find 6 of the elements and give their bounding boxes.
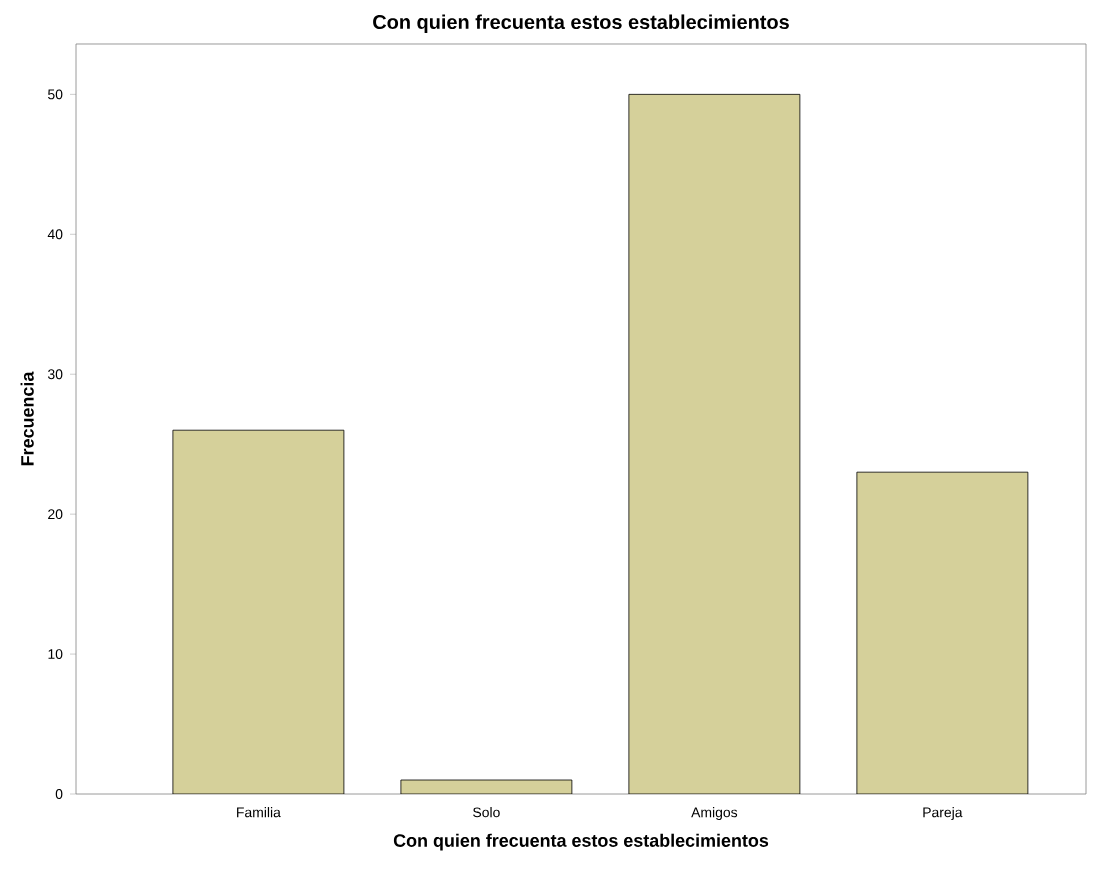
bar xyxy=(856,471,1029,794)
chart-title: Con quien frecuenta estos establecimientos xyxy=(373,14,789,33)
x-axis-title: Con quien frecuenta estos establecimientos xyxy=(393,833,769,851)
y-axis-title: Frecuencia xyxy=(20,371,34,466)
bar xyxy=(172,429,345,794)
bar xyxy=(628,94,800,794)
